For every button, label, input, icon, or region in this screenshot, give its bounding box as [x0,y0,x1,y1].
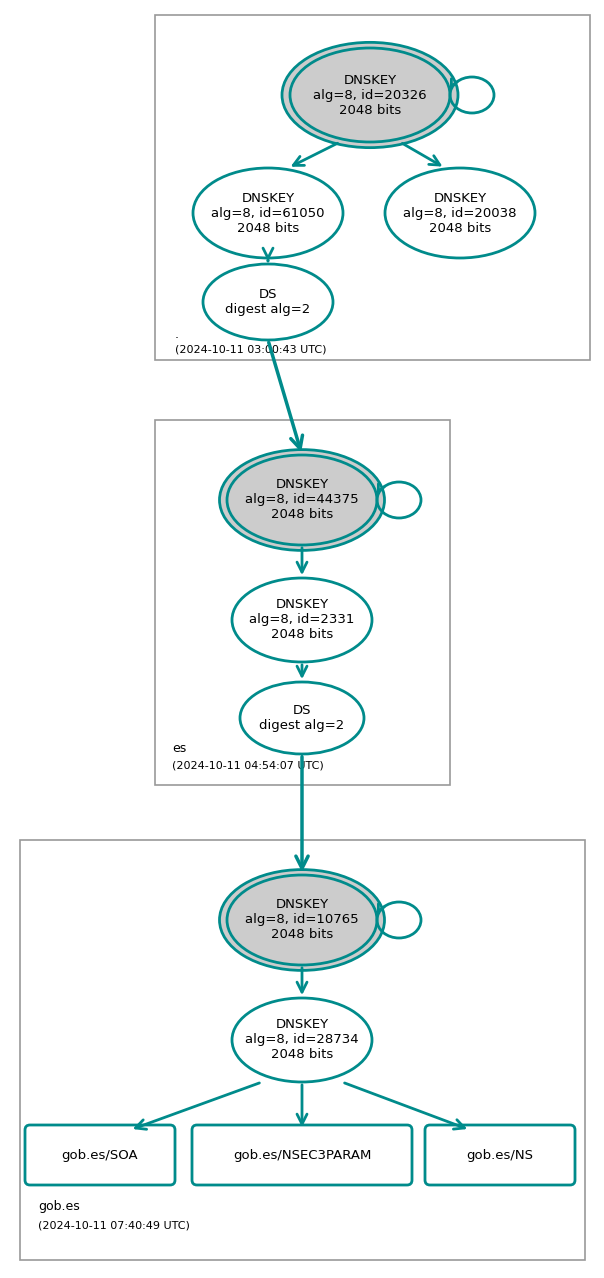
Ellipse shape [282,42,458,148]
Bar [155,15,590,360]
Ellipse shape [219,450,385,551]
Ellipse shape [240,682,364,754]
Text: .: . [175,328,179,341]
Ellipse shape [290,49,450,142]
Bar [20,840,585,1260]
Bar [155,420,450,785]
Text: gob.es/NSEC3PARAM: gob.es/NSEC3PARAM [233,1149,371,1162]
FancyBboxPatch shape [192,1125,412,1185]
Text: gob.es/NS: gob.es/NS [466,1149,533,1162]
Text: DNSKEY
alg=8, id=28734
2048 bits: DNSKEY alg=8, id=28734 2048 bits [245,1019,359,1062]
Ellipse shape [227,455,377,544]
Ellipse shape [203,265,333,340]
Text: DS
digest alg=2: DS digest alg=2 [259,704,345,732]
Text: es: es [172,743,186,755]
Ellipse shape [227,875,377,965]
Text: DNSKEY
alg=8, id=44375
2048 bits: DNSKEY alg=8, id=44375 2048 bits [245,478,359,521]
Ellipse shape [219,869,385,970]
Text: DNSKEY
alg=8, id=61050
2048 bits: DNSKEY alg=8, id=61050 2048 bits [211,192,325,234]
Text: gob.es/SOA: gob.es/SOA [62,1149,138,1162]
Text: (2024-10-11 03:00:43 UTC): (2024-10-11 03:00:43 UTC) [175,344,327,354]
FancyBboxPatch shape [25,1125,175,1185]
Ellipse shape [232,578,372,662]
Text: (2024-10-11 07:40:49 UTC): (2024-10-11 07:40:49 UTC) [38,1220,190,1229]
Text: DS
digest alg=2: DS digest alg=2 [225,288,310,316]
Text: gob.es: gob.es [38,1200,80,1213]
Ellipse shape [193,167,343,258]
Ellipse shape [232,998,372,1082]
Text: (2024-10-11 04:54:07 UTC): (2024-10-11 04:54:07 UTC) [172,760,324,771]
Text: DNSKEY
alg=8, id=2331
2048 bits: DNSKEY alg=8, id=2331 2048 bits [249,598,355,642]
FancyBboxPatch shape [425,1125,575,1185]
Ellipse shape [385,167,535,258]
Text: DNSKEY
alg=8, id=10765
2048 bits: DNSKEY alg=8, id=10765 2048 bits [245,898,359,942]
Text: DNSKEY
alg=8, id=20326
2048 bits: DNSKEY alg=8, id=20326 2048 bits [313,74,427,116]
Text: DNSKEY
alg=8, id=20038
2048 bits: DNSKEY alg=8, id=20038 2048 bits [403,192,517,234]
